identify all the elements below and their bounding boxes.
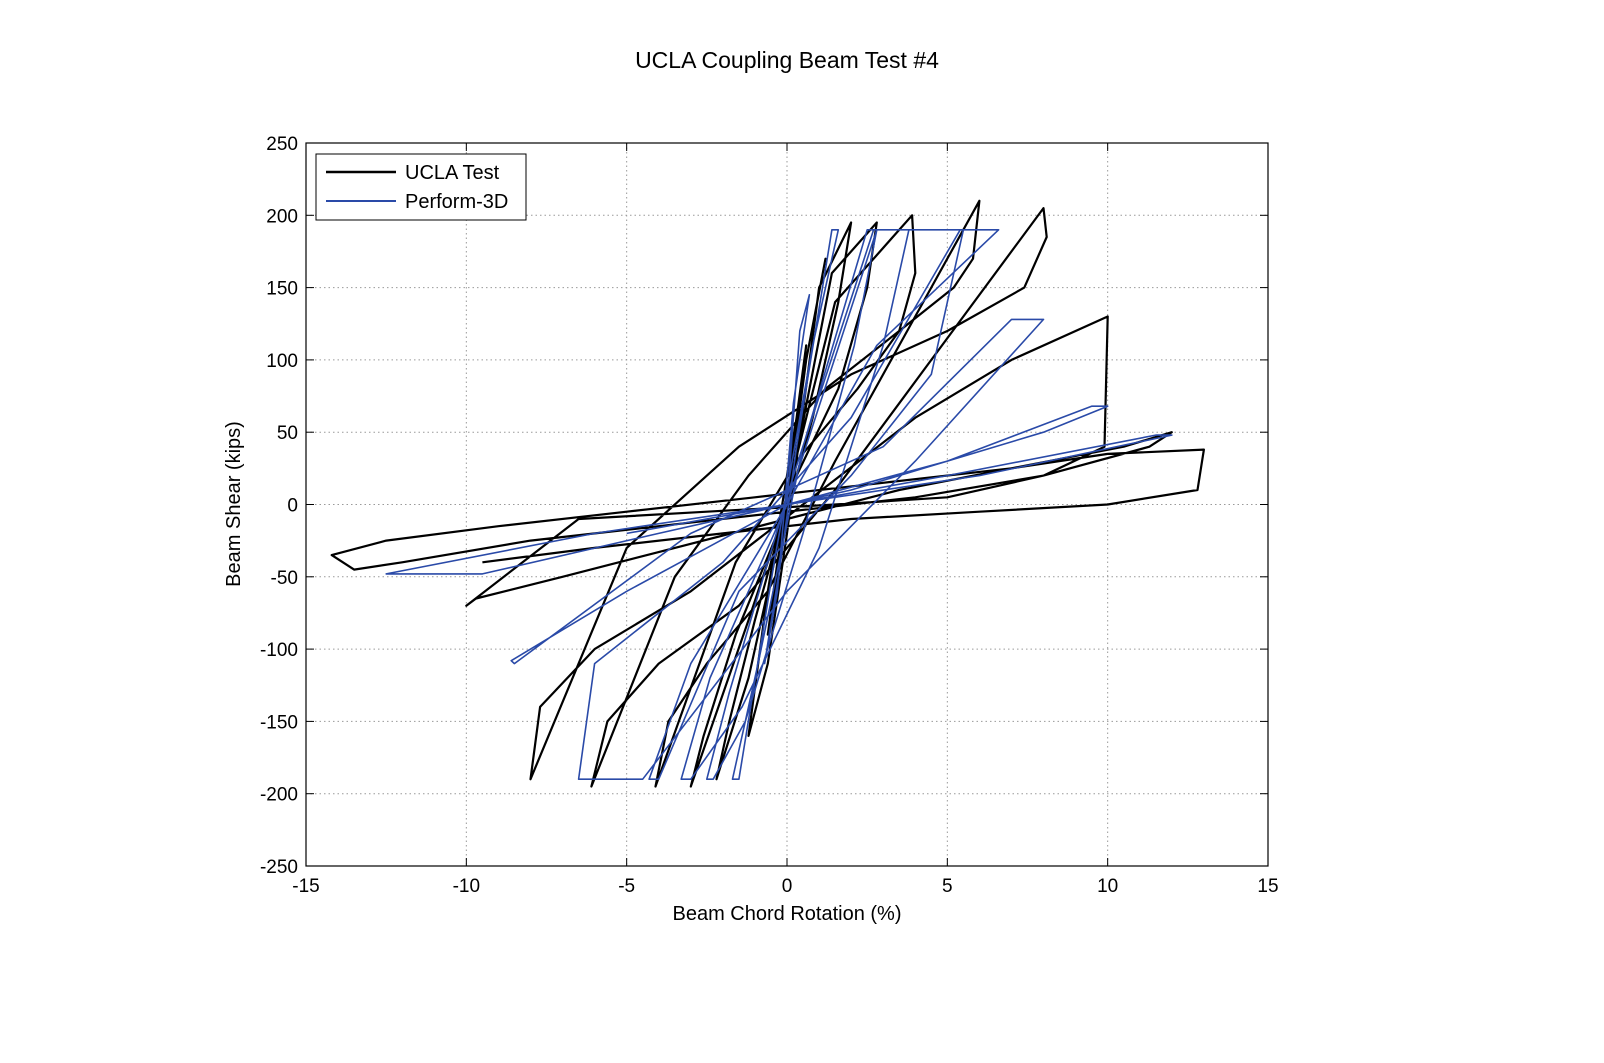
- y-tick-label: 250: [266, 134, 298, 155]
- y-tick-label: -150: [260, 712, 298, 733]
- x-tick-label: -10: [453, 876, 480, 897]
- ticks: [305, 142, 1269, 867]
- chart-title: UCLA Coupling Beam Test #4: [635, 47, 939, 73]
- series-layer: [330, 199, 1206, 788]
- x-tick-label: 0: [782, 876, 793, 897]
- y-tick-label: 150: [266, 279, 298, 300]
- y-tick-label: -250: [260, 857, 298, 878]
- legend: UCLA Test Perform-3D: [315, 153, 527, 221]
- y-tick-label: -100: [260, 640, 298, 661]
- x-tick-label: -15: [292, 876, 319, 897]
- legend-box: [315, 153, 527, 221]
- x-tick-label: -5: [618, 876, 635, 897]
- x-tick-label: 10: [1097, 876, 1118, 897]
- y-tick-label: -200: [260, 785, 298, 806]
- y-tick-label: 100: [266, 351, 298, 372]
- y-tick-label: 0: [287, 496, 298, 517]
- legend-label-perform: Perform-3D: [405, 191, 508, 213]
- y-axis-label: Beam Shear (kips): [223, 421, 245, 587]
- x-tick-label: 5: [942, 876, 953, 897]
- x-tick-label: 15: [1257, 876, 1278, 897]
- y-tick-label: 200: [266, 206, 298, 227]
- x-tick-labels: -15 -10 -5 0 5 10 15: [292, 876, 1278, 897]
- legend-label-ucla: UCLA Test: [405, 162, 500, 184]
- series-line-perform-3d: [385, 229, 1173, 781]
- x-axis-label: Beam Chord Rotation (%): [673, 903, 902, 925]
- y-tick-label: 50: [277, 423, 298, 444]
- y-tick-label: -50: [271, 568, 298, 589]
- y-tick-labels: -250 -200 -150 -100 -50 0 50 100 150 200 250: [260, 134, 298, 878]
- series-line-ucla-test: [330, 199, 1206, 788]
